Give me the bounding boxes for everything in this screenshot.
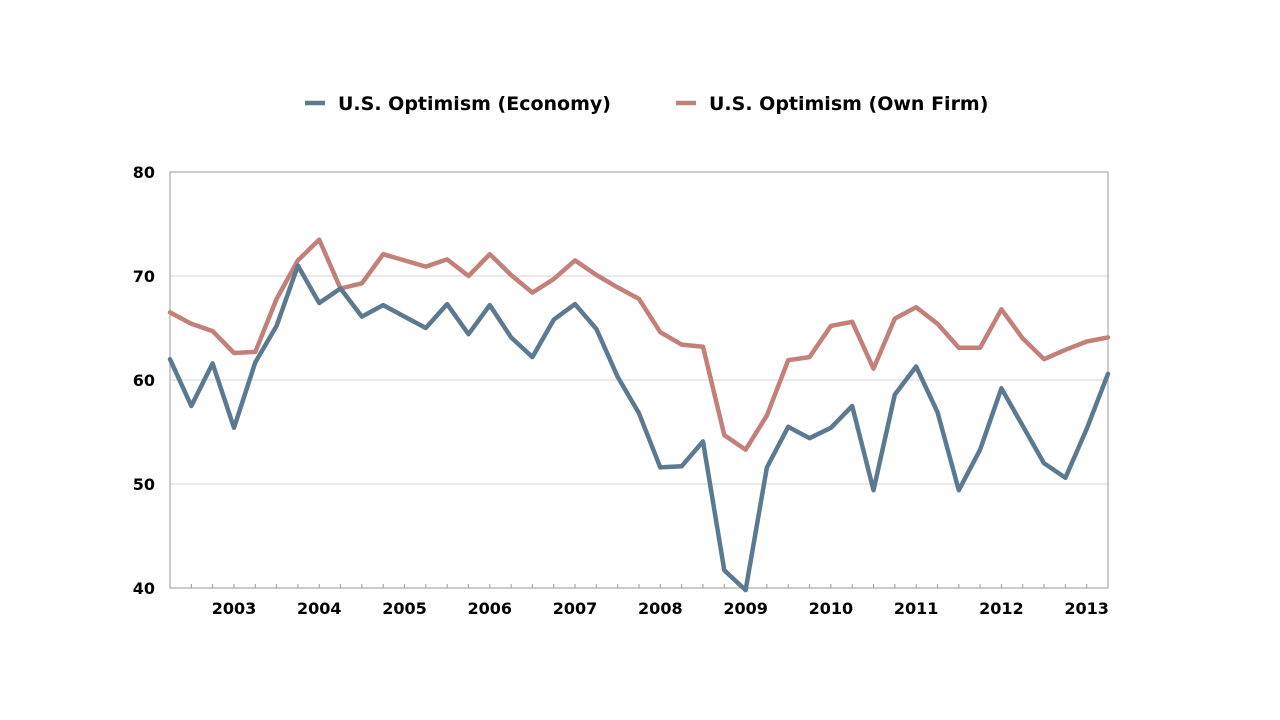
y-tick-label: 60: [133, 371, 155, 390]
legend-label-economy: U.S. Optimism (Economy): [338, 93, 611, 115]
x-tick-label: 2010: [809, 599, 854, 618]
x-tick-label: 2011: [894, 599, 939, 618]
x-tick-label: 2007: [553, 599, 598, 618]
x-tick-label: 2012: [979, 599, 1024, 618]
x-tick-label: 2005: [382, 599, 427, 618]
x-tick-label: 2003: [212, 599, 257, 618]
series-line-economy: [167, 263, 1111, 593]
y-tick-label: 80: [133, 163, 155, 182]
y-tick-label: 70: [133, 267, 155, 286]
y-tick-label: 40: [133, 579, 155, 598]
x-tick-label: 2009: [723, 599, 768, 618]
x-tick-label: 2006: [468, 599, 513, 618]
x-tick-label: 2008: [638, 599, 683, 618]
x-tick-label: 2004: [297, 599, 342, 618]
x-tick-label: 2013: [1064, 599, 1109, 618]
series-line-own-firm: [167, 237, 1111, 452]
x-axis: 2003 2004 2005 2006 2007 2008 2009 2010 2011 2012…: [190, 584, 1109, 618]
legend-label-own-firm: U.S. Optimism (Own Firm): [709, 93, 988, 115]
series-lines: [167, 237, 1111, 593]
legend: U.S. Optimism (Economy) U.S. Optimism (Ow…: [305, 93, 988, 115]
y-tick-label: 50: [133, 475, 155, 494]
y-axis: 40 50 60 70 80: [133, 163, 155, 598]
gridlines: [170, 275, 1108, 485]
